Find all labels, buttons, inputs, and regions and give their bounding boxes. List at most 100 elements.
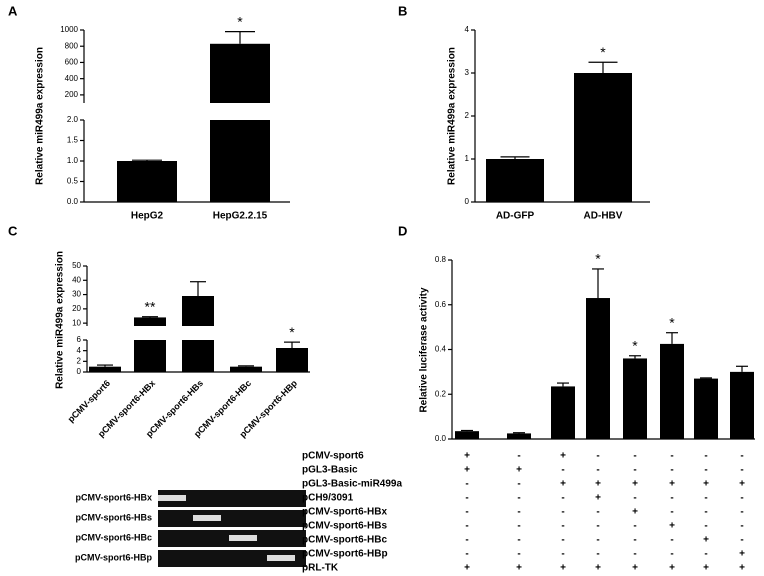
condition-mark: -: [561, 465, 564, 476]
condition-mark: -: [561, 549, 564, 560]
bar: [89, 366, 121, 372]
bar: [623, 358, 647, 439]
bar: [117, 161, 177, 202]
gel-row-label: pCMV-sport6-HBp: [75, 552, 152, 562]
condition-mark: -: [740, 535, 743, 546]
condition-mark: -: [704, 451, 707, 462]
y-tick-label: 1: [465, 154, 470, 163]
condition-mark: -: [633, 535, 636, 546]
condition-mark: -: [465, 549, 468, 560]
condition-mark: -: [704, 493, 707, 504]
condition-label: pGL3-Basic: [302, 465, 358, 476]
condition-mark: -: [670, 549, 673, 560]
y-tick-label: 400: [65, 74, 79, 83]
gel-row-label: pCMV-sport6-HBs: [75, 512, 152, 522]
condition-mark: +: [464, 451, 470, 462]
condition-mark: -: [740, 465, 743, 476]
condition-label: pCMV-sport6-HBs: [302, 521, 387, 532]
condition-mark: -: [517, 451, 520, 462]
bar: [230, 366, 262, 372]
condition-mark: -: [670, 535, 673, 546]
bar: [660, 343, 684, 439]
condition-mark: -: [596, 535, 599, 546]
bar-upper: [182, 296, 214, 326]
condition-label: pCMV-sport6: [302, 451, 364, 462]
condition-mark: -: [670, 493, 673, 504]
condition-mark: -: [633, 493, 636, 504]
y-tick-label: 200: [65, 90, 79, 99]
bar: [455, 431, 479, 439]
condition-mark: -: [517, 549, 520, 560]
condition-mark: +: [739, 549, 745, 560]
condition-mark: -: [465, 479, 468, 490]
condition-mark: -: [517, 493, 520, 504]
condition-mark: -: [704, 549, 707, 560]
y-tick-label: 0.0: [435, 434, 447, 443]
condition-mark: -: [670, 507, 673, 518]
y-tick-label: 4: [465, 25, 470, 34]
condition-mark: +: [739, 479, 745, 490]
gel-lane: [158, 490, 306, 507]
x-tick-label: AD-GFP: [496, 211, 535, 222]
condition-mark: -: [670, 451, 673, 462]
condition-mark: -: [740, 493, 743, 504]
condition-mark: +: [464, 465, 470, 476]
y-tick-label: 600: [65, 58, 79, 67]
condition-label: pCH9/3091: [302, 493, 354, 504]
condition-label: pGL3-Basic-miR499a: [302, 479, 402, 490]
condition-mark: +: [595, 479, 601, 490]
bar: [694, 378, 718, 439]
bar-upper: [134, 317, 166, 326]
condition-mark: -: [517, 535, 520, 546]
significance: *: [632, 337, 638, 353]
y-tick-label: 2: [77, 356, 82, 365]
condition-mark: -: [465, 535, 468, 546]
condition-label: pRL-TK: [302, 563, 339, 574]
condition-mark: -: [704, 465, 707, 476]
condition-mark: -: [561, 507, 564, 518]
y-tick-label: 4: [77, 346, 82, 355]
condition-mark: +: [632, 563, 638, 574]
condition-mark: +: [595, 493, 601, 504]
y-tick-label: 0.5: [67, 177, 79, 186]
y-tick-label: 0.6: [435, 300, 447, 309]
y-axis-label: Relative miR499a expression: [55, 251, 66, 389]
condition-mark: -: [704, 507, 707, 518]
condition-mark: +: [669, 521, 675, 532]
gel-row-label: pCMV-sport6-HBx: [75, 492, 152, 502]
condition-mark: +: [703, 563, 709, 574]
condition-mark: -: [465, 507, 468, 518]
condition-mark: -: [561, 521, 564, 532]
condition-mark: -: [633, 451, 636, 462]
bar-lower: [182, 340, 214, 372]
condition-mark: +: [595, 563, 601, 574]
significance: **: [145, 298, 156, 314]
condition-mark: -: [740, 521, 743, 532]
panel-label: D: [398, 223, 407, 238]
bar: [730, 371, 754, 439]
condition-mark: +: [632, 507, 638, 518]
bar-lower: [134, 340, 166, 372]
bar: [507, 433, 531, 439]
gel-band: [193, 515, 221, 521]
bar: [486, 159, 544, 202]
condition-mark: +: [669, 563, 675, 574]
x-tick-label: HepG2: [131, 211, 164, 222]
bar-upper: [210, 43, 270, 103]
condition-mark: -: [561, 493, 564, 504]
condition-mark: -: [596, 507, 599, 518]
y-tick-label: 0.8: [435, 255, 447, 264]
condition-mark: -: [561, 535, 564, 546]
bar: [574, 73, 632, 202]
condition-mark: -: [517, 521, 520, 532]
gel-band: [158, 495, 186, 501]
significance: *: [237, 13, 243, 29]
y-axis-label: Relative miR499a expression: [35, 47, 46, 185]
bar-lower: [210, 120, 270, 202]
condition-mark: +: [703, 535, 709, 546]
condition-mark: +: [464, 563, 470, 574]
condition-mark: -: [740, 507, 743, 518]
condition-label: pCMV-sport6-HBx: [302, 507, 387, 518]
x-tick-label: AD-HBV: [584, 211, 623, 222]
